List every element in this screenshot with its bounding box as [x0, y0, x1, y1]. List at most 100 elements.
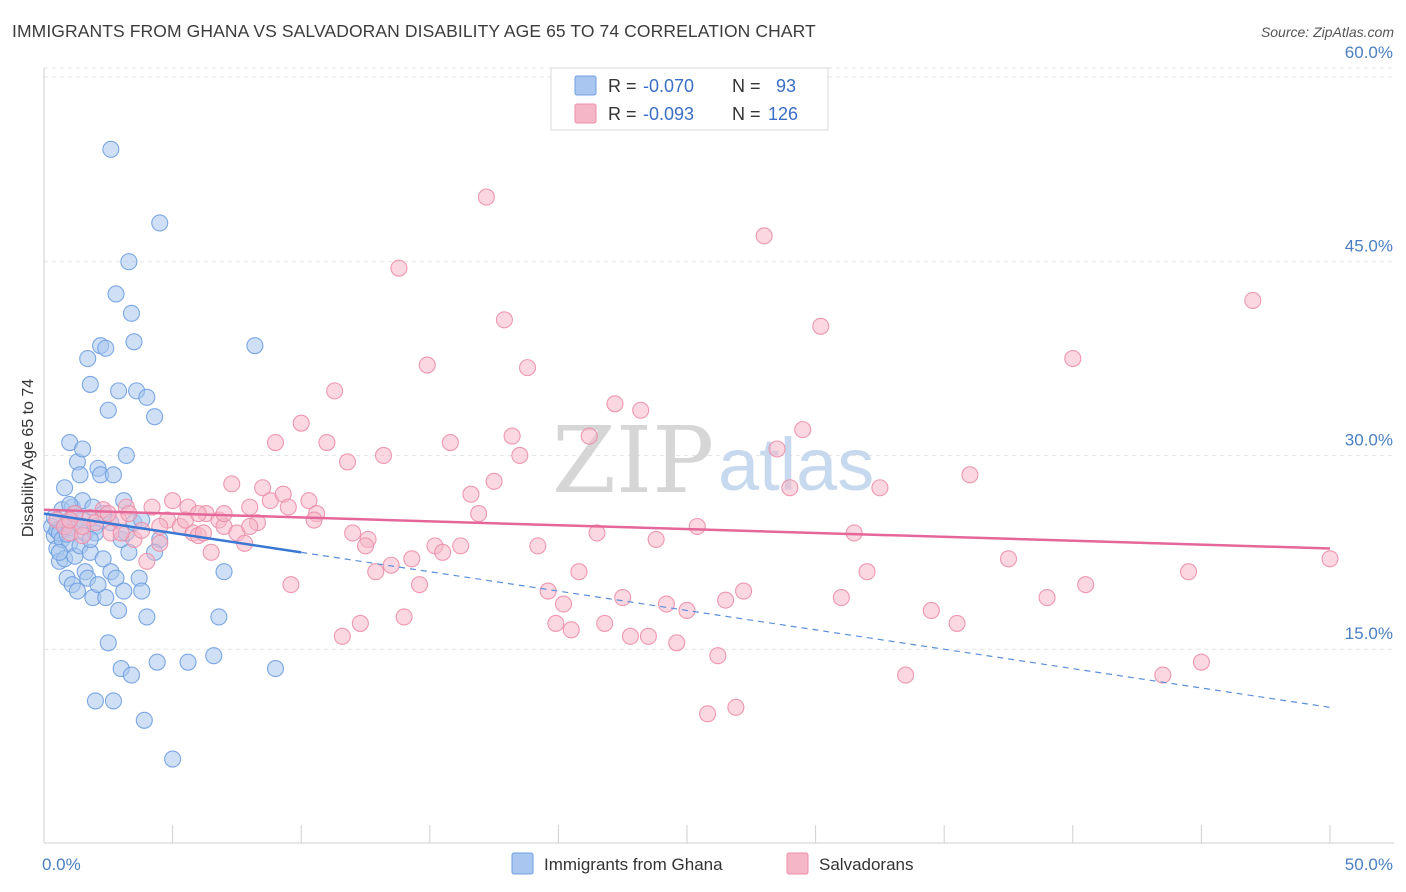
- salvadoran-point: [755, 227, 773, 245]
- salvadoran-point: [215, 505, 233, 523]
- salvadoran-point: [441, 433, 459, 452]
- legend-r-label-2: R =: [608, 104, 637, 124]
- salvadoran-point: [477, 188, 495, 206]
- salvadoran-point: [143, 498, 161, 516]
- salvadoran-point: [812, 317, 830, 335]
- salvadoran-point: [395, 608, 413, 626]
- bottom-legend-swatch-salvadoran: [786, 852, 809, 875]
- ghana-point: [104, 466, 122, 484]
- salvadoran-point: [434, 543, 452, 561]
- y-tick-label: 15.0%: [1345, 624, 1393, 643]
- salvadoran-point: [300, 492, 318, 510]
- salvadoran-point: [871, 479, 889, 497]
- salvadoran-point: [606, 395, 624, 413]
- chart-title: IMMIGRANTS FROM GHANA VS SALVADORAN DISA…: [12, 21, 816, 41]
- ghana-point: [94, 550, 112, 568]
- y-axis-title: Disability Age 65 to 74: [20, 379, 37, 537]
- chart-source: Source: ZipAtlas.com: [1260, 24, 1394, 40]
- ghana-point: [138, 608, 156, 626]
- ghana-point: [122, 666, 140, 684]
- ghana-point: [56, 479, 74, 497]
- salvadoran-point: [709, 647, 727, 665]
- salvadoran-point: [614, 589, 632, 607]
- y-tick-label: 30.0%: [1345, 430, 1393, 449]
- salvadoran-point: [138, 552, 156, 570]
- ghana-point: [99, 634, 117, 652]
- ghana-point: [110, 601, 128, 620]
- salvadoran-point: [699, 705, 717, 723]
- ghana-point: [120, 253, 138, 271]
- salvadoran-point: [554, 595, 573, 613]
- salvadoran-point: [596, 614, 614, 632]
- ghana-point: [133, 582, 151, 600]
- salvadoran-point: [266, 433, 285, 452]
- salvadoran-point: [485, 472, 503, 490]
- salvadoran-point: [1321, 550, 1339, 568]
- x-tick-label: 0.0%: [42, 855, 81, 874]
- salvadoran-point: [588, 524, 606, 542]
- ghana-point: [86, 692, 104, 710]
- salvadoran-point: [518, 359, 537, 377]
- salvadoran-point: [99, 505, 117, 523]
- salvadoran-point: [356, 537, 375, 555]
- salvadoran-point: [511, 446, 529, 465]
- ghana-point: [122, 304, 140, 322]
- salvadoran-point: [858, 563, 876, 581]
- ghana-point: [97, 339, 115, 357]
- ghana-point: [146, 408, 164, 426]
- salvadoran-point: [1064, 350, 1082, 368]
- salvadoran-point: [768, 440, 786, 458]
- salvadoran-point: [668, 634, 686, 652]
- salvadoran-point: [202, 543, 220, 561]
- ghana-point: [210, 608, 228, 626]
- salvadoran-point: [495, 311, 513, 329]
- salvadoran-point: [318, 433, 336, 452]
- salvadoran-point: [657, 595, 675, 613]
- ghana-point: [115, 582, 133, 600]
- watermark: ZIP atlas: [552, 407, 874, 514]
- ghana-point: [110, 382, 128, 400]
- legend-swatch-ghana: [574, 75, 597, 96]
- watermark-zip: ZIP: [552, 407, 714, 514]
- salvadoran-point: [688, 517, 706, 536]
- ghana-point: [104, 692, 122, 710]
- ghana-point: [246, 337, 264, 355]
- ghana-trend-extension: [301, 551, 1331, 708]
- ghana-point: [74, 440, 92, 458]
- ghana-point: [138, 388, 156, 406]
- salvadoran-point: [254, 479, 272, 497]
- salvadoran-point: [333, 627, 351, 645]
- y-tick-label: 60.0%: [1345, 43, 1393, 62]
- salvadoran-point: [326, 382, 344, 400]
- ghana-point: [205, 647, 223, 665]
- axes: [43, 68, 1394, 844]
- salvadoran-point: [529, 537, 547, 555]
- ghana-point: [79, 350, 97, 368]
- ghana-point: [148, 653, 166, 671]
- ghana-point: [107, 569, 125, 587]
- y-tick-label: 45.0%: [1345, 237, 1393, 256]
- salvadoran-point: [305, 511, 323, 529]
- salvadoran-point: [832, 589, 850, 607]
- x-tick-label: 50.0%: [1345, 855, 1393, 874]
- salvadoran-point: [452, 537, 470, 555]
- ghana-point: [179, 653, 197, 671]
- salvadoran-point: [580, 427, 598, 445]
- grid-lines: [44, 67, 1394, 650]
- ghana-point: [266, 660, 285, 678]
- salvadoran-point: [390, 259, 408, 277]
- ghana-point: [215, 563, 233, 581]
- salvadoran-point: [241, 517, 259, 536]
- salvadoran-point: [621, 627, 639, 645]
- x-tick-labels: 0.0% 50.0%: [42, 855, 1393, 874]
- salvadoran-point: [735, 582, 753, 600]
- ghana-trend-line: [43, 512, 302, 554]
- salvadoran-point: [344, 524, 362, 542]
- salvadoran-point: [403, 550, 421, 568]
- ghana-point: [164, 750, 182, 768]
- bottom-legend: Immigrants from Ghana Salvadorans: [511, 852, 914, 875]
- salvadoran-point: [418, 356, 436, 374]
- legend-n-value-1: 93: [776, 76, 796, 96]
- legend-r-value-1: -0.070: [643, 76, 694, 96]
- legend-box: R = -0.070 N = 93 R = -0.093 N = 126: [550, 67, 829, 131]
